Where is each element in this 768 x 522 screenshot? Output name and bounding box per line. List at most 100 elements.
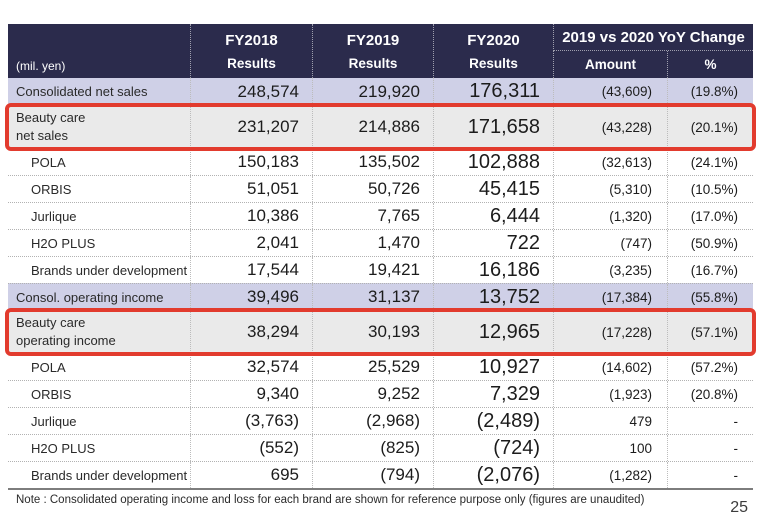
column-header-fy2019: FY2019 Results	[312, 24, 433, 78]
cell-fy2019: (2,968)	[312, 408, 433, 434]
column-header-fy2020-results: Results	[469, 55, 518, 71]
cell-yoy-amount: (1,923)	[553, 381, 667, 407]
cell-yoy-percent: -	[667, 408, 753, 434]
page-number: 25	[730, 499, 748, 516]
cell-fy2020: 45,415	[433, 176, 553, 202]
table-row: Brands under development 17,544 19,421 16,1…	[8, 256, 753, 283]
column-header-fy2019-results: Results	[348, 55, 398, 71]
footnote: Note : Consolidated operating income and…	[16, 494, 645, 506]
row-label-line: operating income	[16, 333, 116, 348]
cell-fy2020: 13,752	[433, 284, 553, 310]
cell-fy2020: 176,311	[433, 78, 553, 105]
cell-fy2019: 135,502	[312, 149, 433, 175]
cell-fy2020: (724)	[433, 435, 553, 461]
table-row: POLA 150,183 135,502 102,888 (32,613) (24.1%)	[8, 148, 753, 175]
cell-fy2019: 19,421	[312, 257, 433, 283]
cell-fy2020: 722	[433, 230, 553, 256]
cell-fy2018: 2,041	[190, 230, 312, 256]
cell-fy2020: 6,444	[433, 203, 553, 229]
cell-fy2019: 25,529	[312, 354, 433, 380]
row-label: ORBIS	[31, 181, 72, 197]
column-header-fy2018: FY2018 Results	[190, 24, 312, 78]
row-label: Beauty care operating income	[8, 311, 190, 353]
table-row: Consolidated net sales 248,574 219,920 176,…	[8, 78, 753, 105]
cell-fy2018: 17,544	[190, 257, 312, 283]
cell-fy2019: 31,137	[312, 284, 433, 310]
cell-yoy-amount: (14,602)	[553, 354, 667, 380]
row-label: H2O PLUS	[31, 235, 96, 251]
column-header-fy2020-year: FY2020	[467, 31, 520, 49]
table-row: Beauty care operating income 38,294 30,193 1…	[5, 308, 756, 356]
column-header-fy2018-year: FY2018	[225, 31, 278, 49]
table-row: Consol. operating income 39,496 31,137 13,7…	[8, 283, 753, 310]
cell-yoy-percent: (55.8%)	[667, 284, 753, 310]
cell-fy2019: 50,726	[312, 176, 433, 202]
cell-yoy-amount: (17,228)	[553, 311, 667, 353]
cell-yoy-percent: (10.5%)	[667, 176, 753, 202]
row-label: Beauty care net sales	[8, 106, 190, 148]
cell-yoy-amount: (43,609)	[553, 78, 667, 105]
cell-yoy-percent: -	[667, 435, 753, 461]
row-label: H2O PLUS	[31, 440, 96, 456]
column-header-percent: %	[667, 51, 753, 78]
table-row: Jurlique 10,386 7,765 6,444 (1,320) (17.0%)	[8, 202, 753, 229]
column-header-amount: Amount	[553, 51, 667, 78]
table-row: Jurlique (3,763) (2,968) (2,489) 479-	[8, 407, 753, 434]
cell-fy2018: 248,574	[190, 78, 312, 105]
cell-fy2019: 214,886	[312, 106, 433, 148]
column-header-fy2020: FY2020 Results	[433, 24, 553, 78]
cell-fy2019: 9,252	[312, 381, 433, 407]
row-label-line: net sales	[16, 128, 69, 143]
cell-fy2018: 695	[190, 462, 312, 488]
row-label: Brands under development	[31, 467, 188, 483]
cell-fy2020: 10,927	[433, 354, 553, 380]
column-header-fy2018-results: Results	[227, 55, 276, 71]
cell-yoy-amount: (17,384)	[553, 284, 667, 310]
unit-label: (mil. yen)	[16, 59, 66, 73]
table-row: ORBIS 51,051 50,726 45,415 (5,310) (10.5%)	[8, 175, 753, 202]
cell-fy2020: 7,329	[433, 381, 553, 407]
table-row: ORBIS 9,340 9,252 7,329 (1,923) (20.8%)	[8, 380, 753, 407]
cell-fy2020: 12,965	[433, 311, 553, 353]
column-header-yoy-group: 2019 vs 2020 YoY Change	[553, 24, 753, 51]
cell-yoy-percent: (17.0%)	[667, 203, 753, 229]
cell-fy2019: (794)	[312, 462, 433, 488]
table-row: Brands under development 695 (794) (2,076)(…	[8, 461, 753, 488]
cell-yoy-amount: (747)	[553, 230, 667, 256]
row-label: POLA	[31, 154, 66, 170]
cell-yoy-percent: (20.8%)	[667, 381, 753, 407]
cell-fy2020: (2,076)	[433, 462, 553, 488]
cell-yoy-percent: (20.1%)	[667, 106, 753, 148]
cell-fy2020: 102,888	[433, 149, 553, 175]
table-row: Beauty care net sales 231,207 214,886 171,65…	[5, 103, 756, 151]
table-body: Consolidated net sales 248,574 219,920 176,…	[5, 78, 756, 490]
cell-yoy-amount: 100	[553, 435, 667, 461]
cell-fy2019: (825)	[312, 435, 433, 461]
row-label: Jurlique	[31, 413, 77, 429]
table-row: H2O PLUS 2,041 1,470 722 (747) (50.9%)	[8, 229, 753, 256]
cell-fy2019: 30,193	[312, 311, 433, 353]
cell-fy2020: 171,658	[433, 106, 553, 148]
cell-fy2020: 16,186	[433, 257, 553, 283]
row-label: POLA	[31, 359, 66, 375]
results-table: (mil. yen) FY2018 Results FY2019 Results…	[5, 24, 756, 490]
row-label: Jurlique	[31, 208, 77, 224]
cell-yoy-amount: (1,282)	[553, 462, 667, 488]
cell-yoy-percent: (57.2%)	[667, 354, 753, 380]
row-label: Brands under development	[31, 262, 188, 278]
table-header: (mil. yen) FY2018 Results FY2019 Results…	[8, 24, 753, 78]
cell-fy2019: 1,470	[312, 230, 433, 256]
cell-fy2018: 38,294	[190, 311, 312, 353]
table-row: POLA 32,574 25,529 10,927 (14,602) (57.2%)	[8, 353, 753, 380]
column-header-fy2019-year: FY2019	[346, 31, 400, 49]
cell-fy2018: (3,763)	[190, 408, 312, 434]
cell-fy2018: 231,207	[190, 106, 312, 148]
cell-yoy-amount: (32,613)	[553, 149, 667, 175]
cell-yoy-amount: 479	[553, 408, 667, 434]
cell-fy2018: 32,574	[190, 354, 312, 380]
cell-fy2019: 7,765	[312, 203, 433, 229]
cell-yoy-amount: (1,320)	[553, 203, 667, 229]
cell-fy2018: 51,051	[190, 176, 312, 202]
table-row: H2O PLUS (552) (825) (724) 100-	[8, 434, 753, 461]
